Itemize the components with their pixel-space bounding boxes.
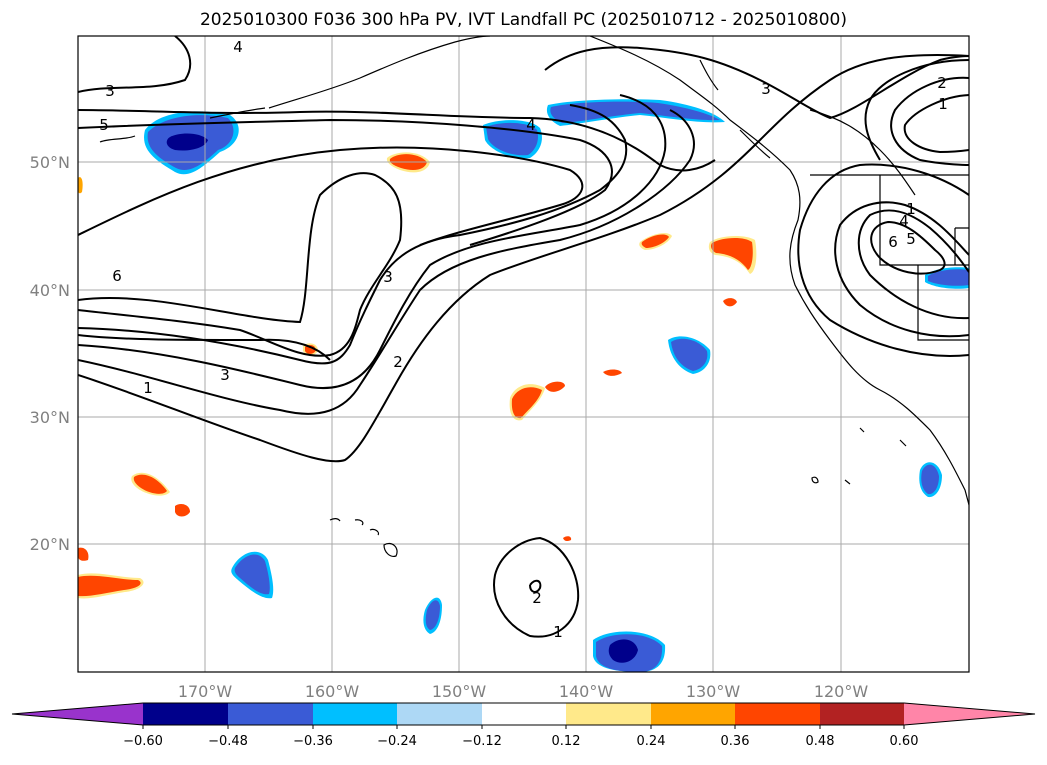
map-title: 2025010300 F036 300 hPa PV, IVT Landfall… xyxy=(199,10,847,30)
lon-label: 160°W xyxy=(305,682,360,701)
colorbar-tick-label: 0.12 xyxy=(552,734,581,749)
lon-label: 130°W xyxy=(686,682,741,701)
negative-anomaly-fields xyxy=(144,99,969,672)
colorbar-segment xyxy=(397,703,482,725)
colorbar: −0.60 −0.48 −0.36 −0.24 −0.12 0.12 0.24 … xyxy=(11,702,1036,749)
svg-text:5: 5 xyxy=(99,116,109,134)
lat-label: 20°N xyxy=(30,535,70,554)
colorbar-tick-label: 0.60 xyxy=(890,734,919,749)
svg-text:6: 6 xyxy=(112,267,122,285)
lon-label: 170°W xyxy=(178,682,233,701)
lon-label: 120°W xyxy=(814,682,869,701)
colorbar-tick-label: −0.36 xyxy=(293,734,333,749)
colorbar-tick-label: 0.48 xyxy=(806,734,835,749)
colorbar-segment xyxy=(313,703,397,725)
colorbar-segment xyxy=(820,703,904,725)
pv-contours xyxy=(78,36,969,638)
colorbar-segment xyxy=(228,703,313,725)
svg-text:3: 3 xyxy=(761,80,771,98)
colorbar-tick-label: −0.48 xyxy=(208,734,248,749)
svg-text:2: 2 xyxy=(937,74,947,92)
svg-text:4: 4 xyxy=(899,212,909,230)
colorbar-extend-high xyxy=(904,703,1035,725)
colorbar-segment xyxy=(735,703,820,725)
svg-text:3: 3 xyxy=(220,366,230,384)
svg-text:1: 1 xyxy=(553,623,563,641)
svg-text:5: 5 xyxy=(906,230,916,248)
svg-text:1: 1 xyxy=(143,379,153,397)
svg-text:2: 2 xyxy=(393,353,403,371)
svg-text:2: 2 xyxy=(532,589,542,607)
lat-label: 40°N xyxy=(30,281,70,300)
svg-text:4: 4 xyxy=(526,116,536,134)
latitude-labels: 50°N 40°N 30°N 20°N xyxy=(30,153,70,554)
colorbar-tick-label: 0.24 xyxy=(637,734,666,749)
colorbar-tick-label: −0.24 xyxy=(377,734,417,749)
svg-text:3: 3 xyxy=(105,82,115,100)
map-frame xyxy=(77,35,970,673)
colorbar-tick-label: −0.60 xyxy=(123,734,163,749)
svg-text:4: 4 xyxy=(233,38,243,56)
lat-label: 30°N xyxy=(30,408,70,427)
colorbar-tick-label: 0.36 xyxy=(721,734,750,749)
colorbar-segment xyxy=(143,703,228,725)
lon-label: 150°W xyxy=(432,682,487,701)
colorbar-segment xyxy=(482,703,566,725)
svg-text:3: 3 xyxy=(383,268,393,286)
coastlines xyxy=(99,36,969,557)
lat-label: 50°N xyxy=(30,153,70,172)
svg-text:1: 1 xyxy=(906,200,916,218)
colorbar-extend-low xyxy=(12,703,143,725)
colorbar-tick-label: −0.12 xyxy=(462,734,502,749)
contour-labels: 4 3 5 6 3 1 3 2 4 3 2 1 1 2 6 5 4 1 xyxy=(99,38,948,641)
colorbar-segment xyxy=(651,703,735,725)
colorbar-segment xyxy=(566,703,651,725)
lon-label: 140°W xyxy=(559,682,614,701)
longitude-labels: 170°W 160°W 150°W 140°W 130°W 120°W xyxy=(178,682,869,701)
svg-text:6: 6 xyxy=(888,233,898,251)
svg-text:1: 1 xyxy=(938,95,948,113)
